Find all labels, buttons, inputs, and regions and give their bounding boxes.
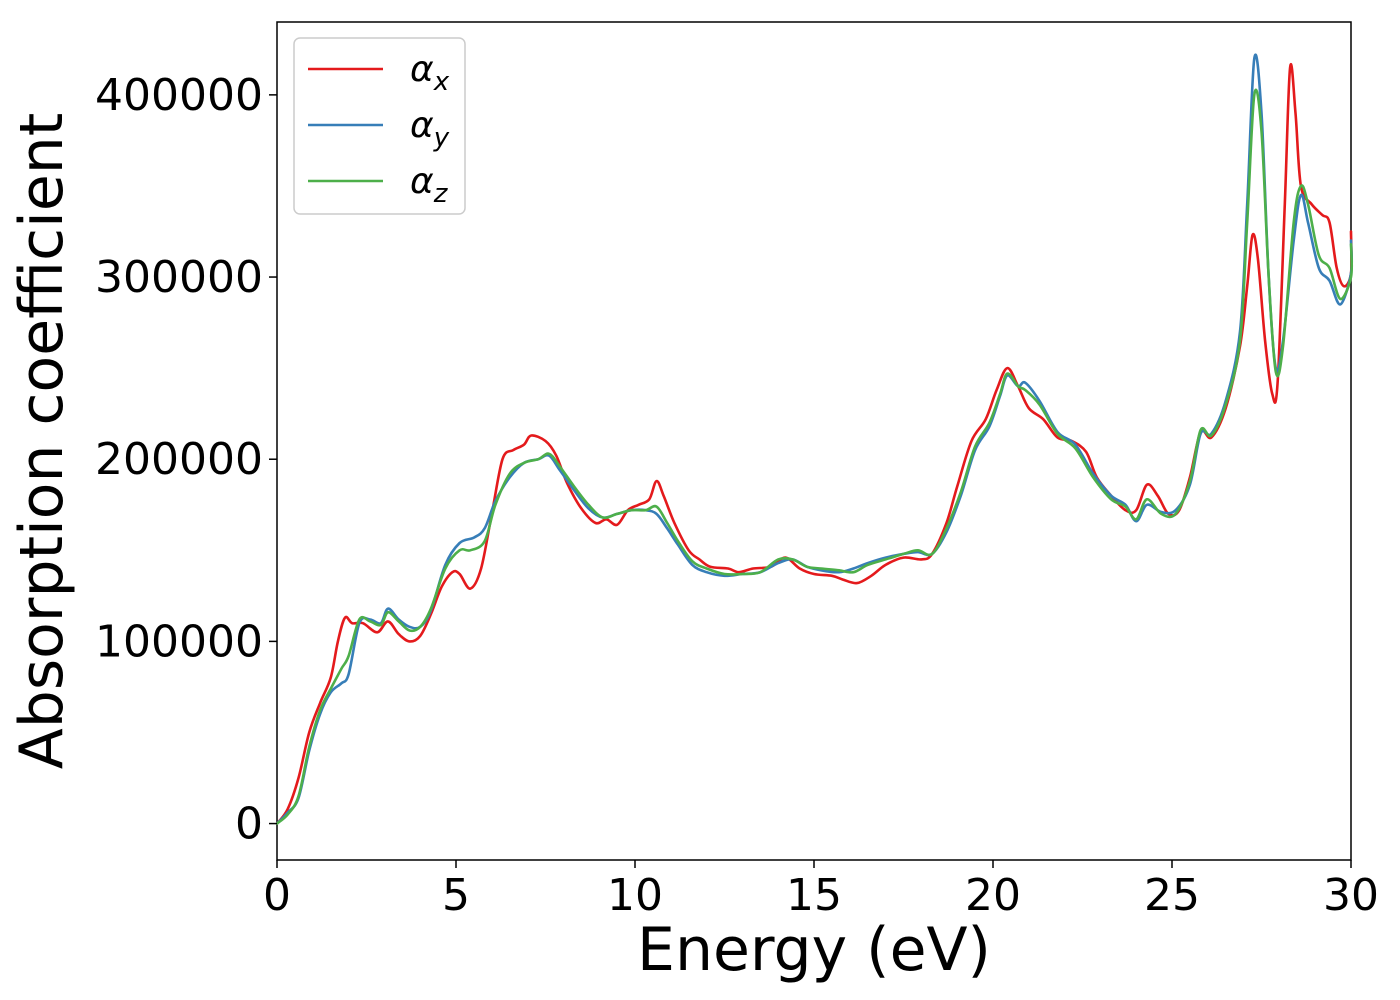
x-axis-title: Energy (eV) xyxy=(637,915,991,985)
legend-label-base: α xyxy=(410,105,434,146)
series-line-x xyxy=(275,63,1353,825)
series-line-z xyxy=(275,88,1354,825)
y-tick-label: 0 xyxy=(235,799,263,850)
x-tick-label: 30 xyxy=(1323,870,1379,921)
y-axis: 0 100000 200000 300000 400000 xyxy=(95,70,277,850)
legend-label-subscript: z xyxy=(433,179,449,209)
x-tick-label: 25 xyxy=(1144,870,1200,921)
x-tick-label: 20 xyxy=(965,870,1021,921)
y-tick-label: 400000 xyxy=(95,70,263,121)
legend-label-x: αx xyxy=(410,49,450,97)
x-tick-label: 10 xyxy=(607,870,663,921)
legend-label-z: αz xyxy=(410,161,449,209)
x-axis: 0 5 10 15 20 25 30 xyxy=(263,860,1379,921)
series-layer xyxy=(275,53,1354,825)
x-tick-label: 15 xyxy=(786,870,842,921)
legend-label-base: α xyxy=(410,49,434,90)
legend-label-subscript: y xyxy=(433,123,450,153)
legend-label-base: α xyxy=(410,161,434,202)
y-tick-label: 300000 xyxy=(95,252,263,303)
y-tick-label: 200000 xyxy=(95,434,263,485)
legend-label-subscript: x xyxy=(433,67,450,97)
legend-label-y: αy xyxy=(410,105,450,153)
x-tick-label: 5 xyxy=(442,870,470,921)
y-axis-title: Absorption coefficient xyxy=(7,113,77,770)
y-tick-label: 100000 xyxy=(95,616,263,667)
x-tick-label: 0 xyxy=(263,870,291,921)
